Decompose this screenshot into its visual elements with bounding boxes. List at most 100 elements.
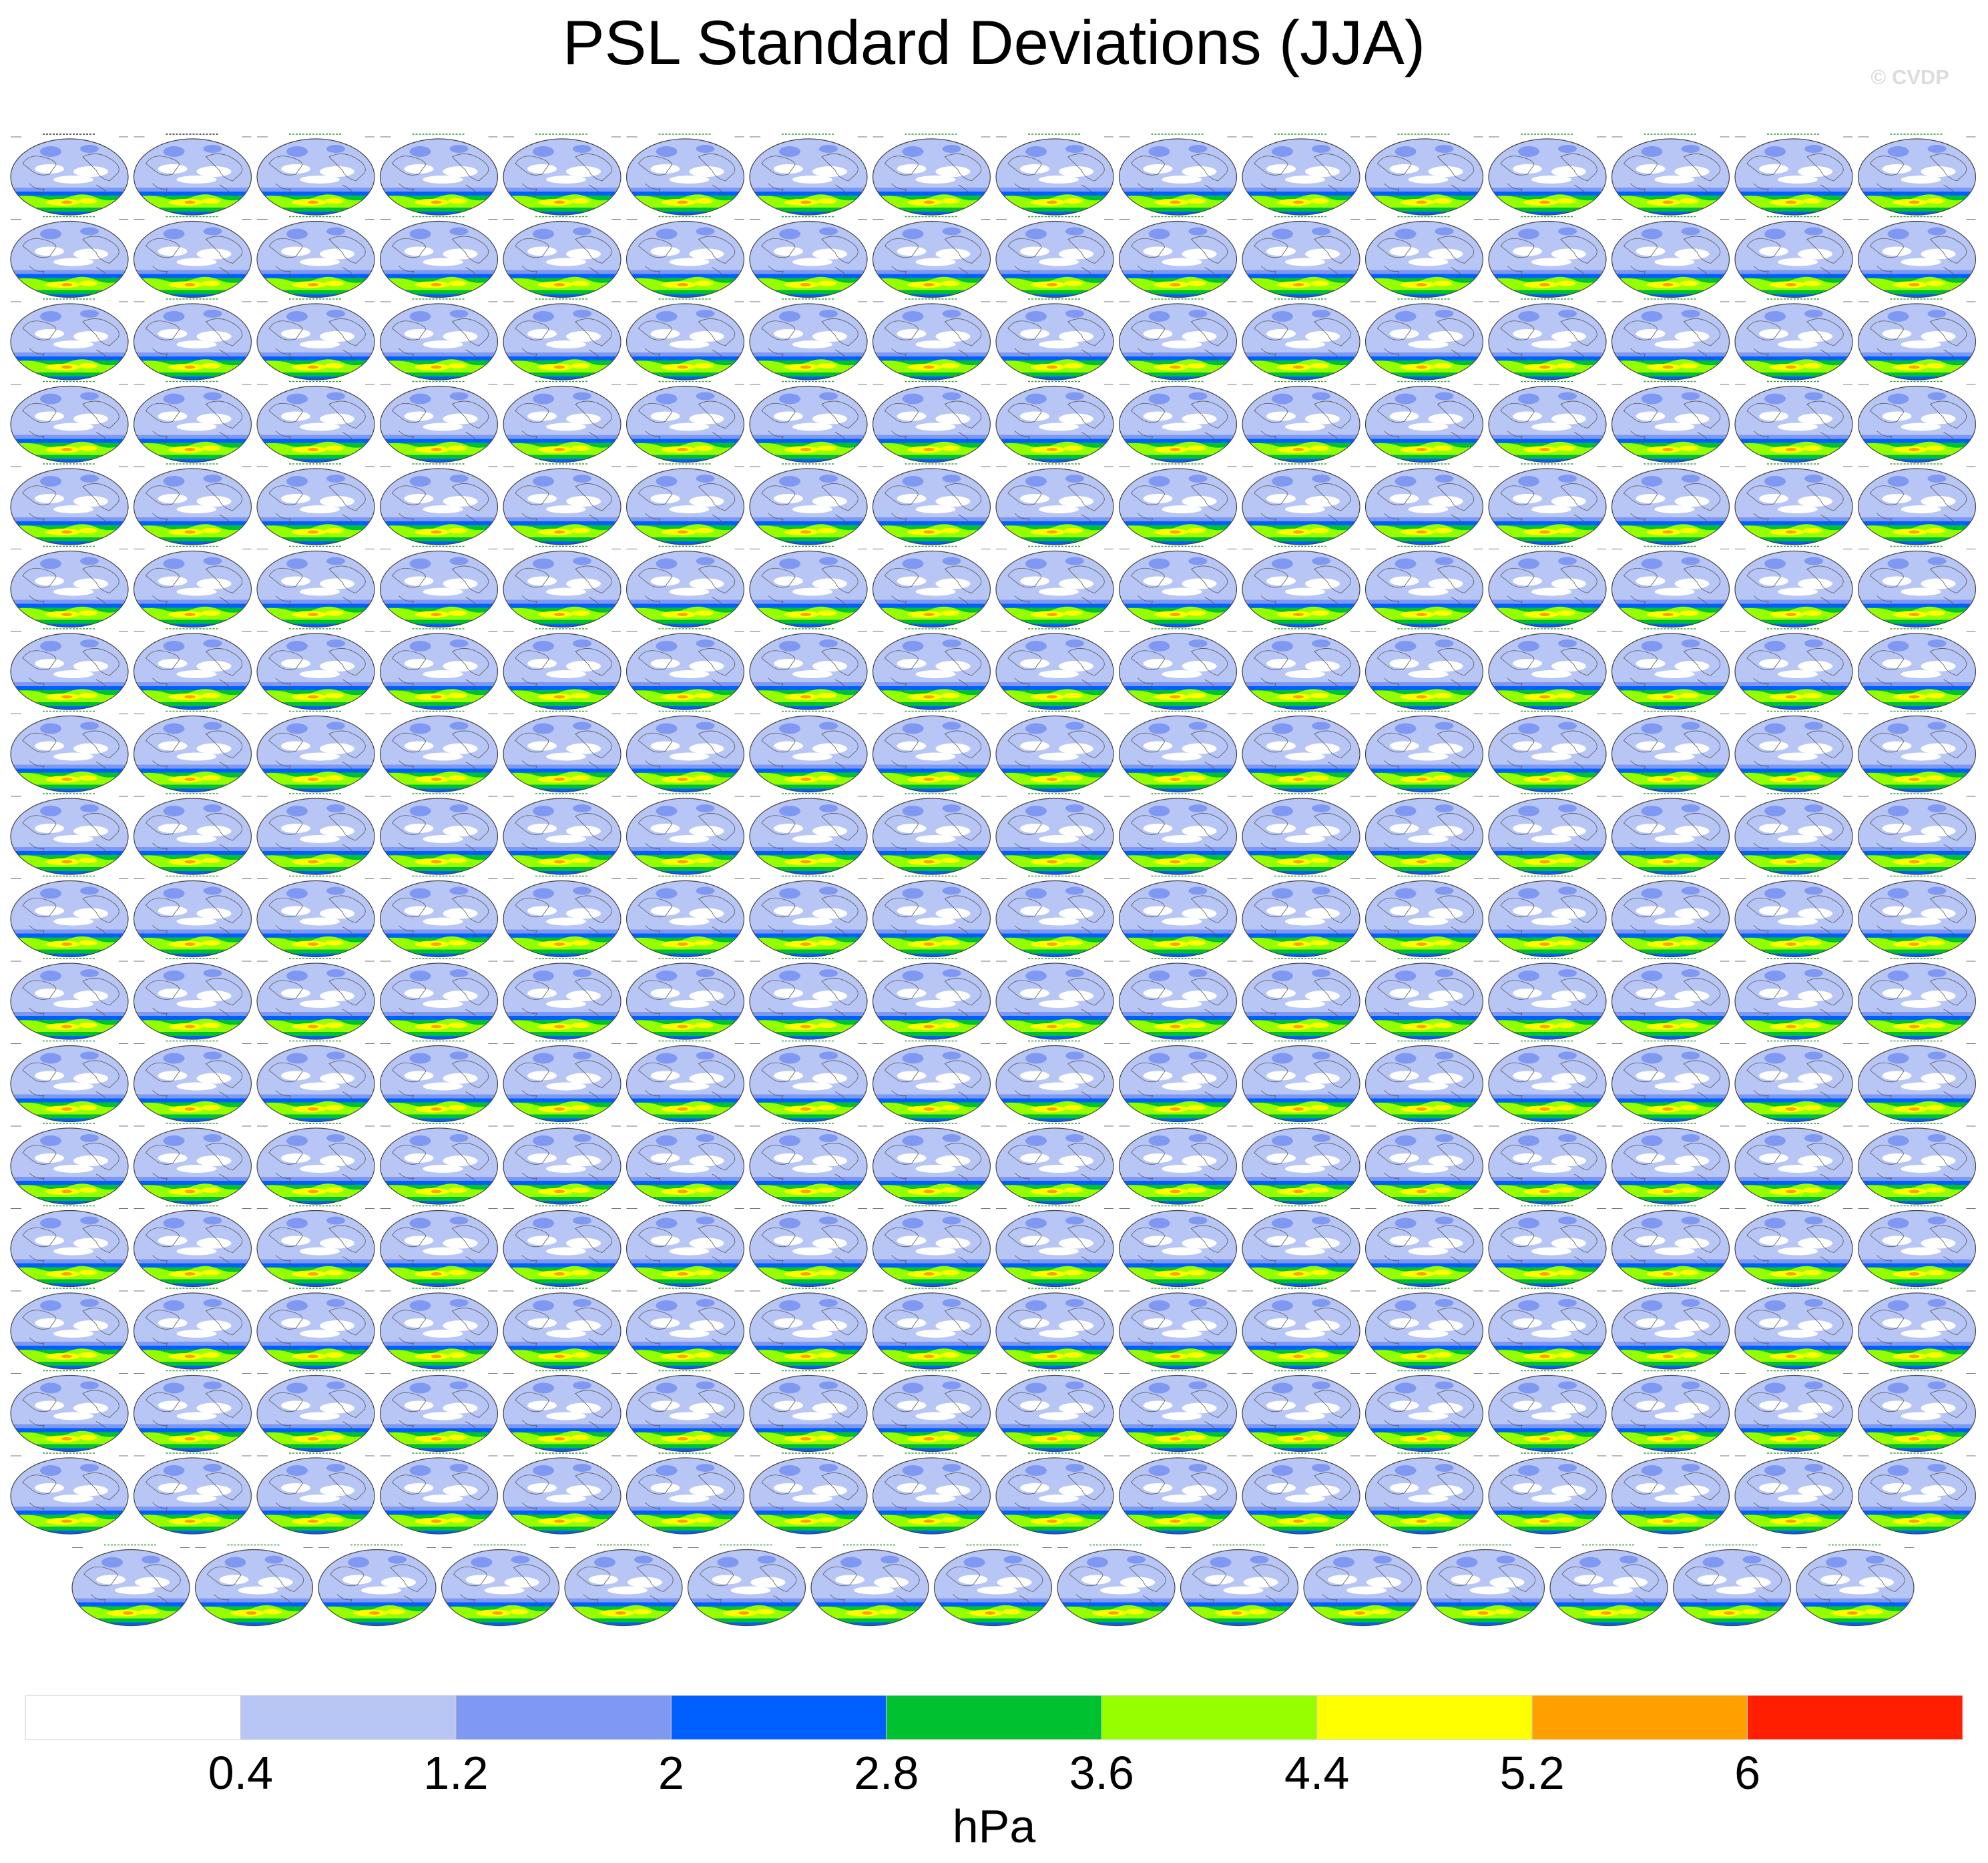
- map-panel-outline: [749, 385, 868, 463]
- map-panel-outline: [872, 138, 991, 216]
- map-panel: [379, 875, 499, 958]
- map-panel-outline: [1364, 468, 1484, 545]
- map-panel: [1364, 380, 1484, 463]
- map-panel-outline: [1857, 963, 1977, 1040]
- map-panel-outline: [133, 303, 252, 380]
- map-panel-outline: [1857, 880, 1977, 958]
- map-panel-outline: [1611, 963, 1730, 1040]
- map-panel-outline: [1734, 385, 1853, 463]
- map-panel-outline: [1488, 715, 1607, 793]
- map-panel: [626, 1205, 745, 1288]
- map-panel: [1364, 875, 1484, 958]
- map-panel: [10, 710, 129, 793]
- map-panel: [1857, 1452, 1977, 1535]
- map-panel-outline: [872, 1210, 991, 1288]
- map-panel-outline: [133, 138, 252, 216]
- map-panel: [995, 1452, 1114, 1535]
- map-panel-outline: [626, 468, 745, 545]
- map-panel: [933, 1544, 1053, 1627]
- map-panel-outline: [749, 1045, 868, 1123]
- map-panel: [133, 628, 252, 710]
- map-panel-outline: [995, 1374, 1114, 1452]
- map-panel: [1242, 545, 1360, 628]
- map-panel-outline: [10, 550, 129, 628]
- map-panel: [995, 545, 1114, 628]
- map-panel: [256, 1370, 375, 1452]
- map-panel-outline: [1242, 880, 1360, 958]
- map-panel: [1364, 1205, 1484, 1288]
- map-panel-outline: [1611, 1210, 1730, 1288]
- map-panel-outline: [1364, 1127, 1484, 1205]
- map-panel: [1118, 1370, 1238, 1452]
- map-panel-outline: [1734, 550, 1853, 628]
- map-panel-outline: [1611, 385, 1730, 463]
- map-panel-outline: [749, 1127, 868, 1205]
- map-panel: [626, 134, 745, 216]
- map-panel: [503, 1452, 622, 1535]
- map-panel: [256, 1452, 375, 1535]
- map-panel-outline: [503, 1210, 622, 1288]
- map-panel-outline: [1118, 1292, 1238, 1370]
- map-panel-outline: [1118, 468, 1238, 545]
- map-panel-outline: [749, 468, 868, 545]
- map-panel-outline: [10, 1127, 129, 1205]
- colorbar-swatch: [1531, 1695, 1748, 1740]
- map-panel-outline: [1857, 138, 1977, 216]
- map-panel-outline: [872, 1127, 991, 1205]
- map-panel-outline: [1734, 1045, 1853, 1123]
- map-panel-outline: [133, 1045, 252, 1123]
- map-panel-outline: [10, 633, 129, 710]
- map-panel-outline: [872, 963, 991, 1040]
- map-panel-outline: [133, 1457, 252, 1535]
- map-panel: [1364, 958, 1484, 1040]
- map-panel: [133, 1123, 252, 1205]
- map-panel-outline: [1364, 1457, 1484, 1535]
- map-panel-outline: [1364, 138, 1484, 216]
- map-panel-outline: [1488, 1374, 1607, 1452]
- map-panel-outline: [71, 1549, 190, 1627]
- map-panel-outline: [1857, 715, 1977, 793]
- map-panel: [10, 1123, 129, 1205]
- map-panel: [1488, 1123, 1607, 1205]
- map-panel: [1242, 1123, 1360, 1205]
- map-panel-outline: [133, 1292, 252, 1370]
- map-panel: [872, 380, 991, 463]
- map-panel-outline: [1857, 1210, 1977, 1288]
- map-panel: [1488, 793, 1607, 875]
- map-panel-outline: [872, 1045, 991, 1123]
- map-panel: [256, 1205, 375, 1288]
- map-panel: [1734, 134, 1853, 216]
- map-panel-outline: [503, 385, 622, 463]
- map-panel-outline: [1857, 1127, 1977, 1205]
- map-panel: [564, 1544, 683, 1627]
- map-panel: [1364, 545, 1484, 628]
- map-panel: [1611, 1370, 1730, 1452]
- map-panel: [1857, 875, 1977, 958]
- map-panel-outline: [503, 1127, 622, 1205]
- map-panel-outline: [626, 633, 745, 710]
- map-panel: [1857, 710, 1977, 793]
- map-panel-outline: [256, 1457, 375, 1535]
- map-panel: [1857, 216, 1977, 298]
- map-panel-outline: [1549, 1549, 1668, 1627]
- map-panel-outline: [1118, 1045, 1238, 1123]
- map-panel: [1364, 793, 1484, 875]
- map-panel: [379, 958, 499, 1040]
- map-panel: [10, 1370, 129, 1452]
- map-panel: [1611, 710, 1730, 793]
- map-panel-outline: [1242, 220, 1360, 298]
- map-panel-outline: [1242, 1210, 1360, 1288]
- map-panel: [1611, 380, 1730, 463]
- map-panel: [133, 298, 252, 380]
- map-panel: [1734, 875, 1853, 958]
- map-panel: [503, 1370, 622, 1452]
- map-panel: [872, 545, 991, 628]
- map-panel-outline: [872, 1292, 991, 1370]
- map-panel-outline: [1734, 880, 1853, 958]
- map-panel-outline: [933, 1549, 1053, 1627]
- map-panel-outline: [1180, 1549, 1299, 1627]
- map-panel-outline: [1488, 550, 1607, 628]
- map-panel: [995, 1288, 1114, 1370]
- map-panel-outline: [749, 1292, 868, 1370]
- map-panel-outline: [1488, 798, 1607, 875]
